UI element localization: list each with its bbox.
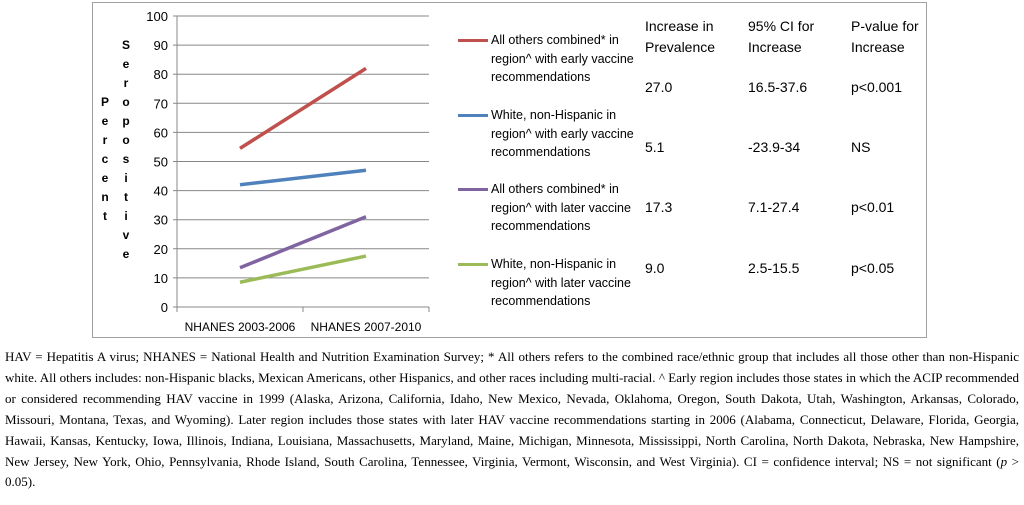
x-tick-label: NHANES 2007-2010 — [311, 320, 422, 334]
legend-label: All others combined* in region^ with ear… — [491, 33, 634, 84]
y-tick-label: 70 — [154, 96, 168, 111]
legend-label: White, non-Hispanic in region^ with earl… — [491, 108, 634, 159]
x-tick-label: NHANES 2003-2006 — [185, 320, 296, 334]
table-cell: p<0.01 — [851, 199, 895, 215]
caption-end: > 0.05). — [5, 453, 1019, 490]
y-tick-label: 90 — [154, 38, 168, 53]
table-cell: NS — [851, 139, 871, 155]
y-tick-label: 50 — [154, 155, 168, 170]
y-tick-label: 10 — [154, 271, 168, 286]
legend-swatch — [458, 188, 488, 191]
table-cell: p<0.001 — [851, 79, 902, 95]
table-cell: 5.1 — [645, 139, 665, 155]
table-cell: -23.9-34 — [748, 139, 801, 155]
figure-caption: HAV = Hepatitis A virus; NHANES = Nation… — [5, 347, 1019, 493]
table-cell: 17.3 — [645, 199, 673, 215]
line-chart: 0 10 20 30 40 50 60 70 80 90 100 NHANES 2003-2006 NH… — [146, 9, 430, 334]
table-cell: p<0.05 — [851, 260, 895, 276]
legend-swatch — [458, 263, 488, 266]
series-line — [239, 215, 367, 270]
y-tick-label: 20 — [154, 242, 168, 257]
table-cell: 16.5-37.6 — [748, 79, 808, 95]
legend-swatch — [458, 114, 488, 117]
table-header: 95% CI for Increase — [748, 18, 815, 55]
caption-p: p — [1000, 453, 1008, 469]
table-cell: 7.1-27.4 — [748, 199, 800, 215]
table-cell: 9.0 — [645, 260, 665, 276]
caption-text: HAV = Hepatitis A virus; NHANES = Nation… — [5, 349, 1019, 469]
legend-swatch — [458, 39, 488, 42]
y-tick-label: 60 — [154, 125, 168, 140]
table-cell: 27.0 — [645, 79, 673, 95]
y-tick-label: 30 — [154, 213, 168, 228]
legend-label: White, non-Hispanic in region^ with late… — [491, 257, 631, 308]
table-header: Increase in Prevalence — [645, 18, 716, 55]
legend-label: All others combined* in region^ with lat… — [491, 182, 631, 233]
y-tick-label: 80 — [154, 67, 168, 82]
chart-frame — [92, 2, 927, 338]
series-line — [239, 66, 367, 150]
y-tick-label: 0 — [161, 300, 168, 315]
y-tick-label: 40 — [154, 184, 168, 199]
table-header: P-value for Increase — [851, 18, 919, 55]
table-cell: 2.5-15.5 — [748, 260, 800, 276]
y-tick-label: 100 — [146, 9, 168, 24]
series-line — [239, 254, 367, 284]
series-line — [239, 168, 367, 187]
